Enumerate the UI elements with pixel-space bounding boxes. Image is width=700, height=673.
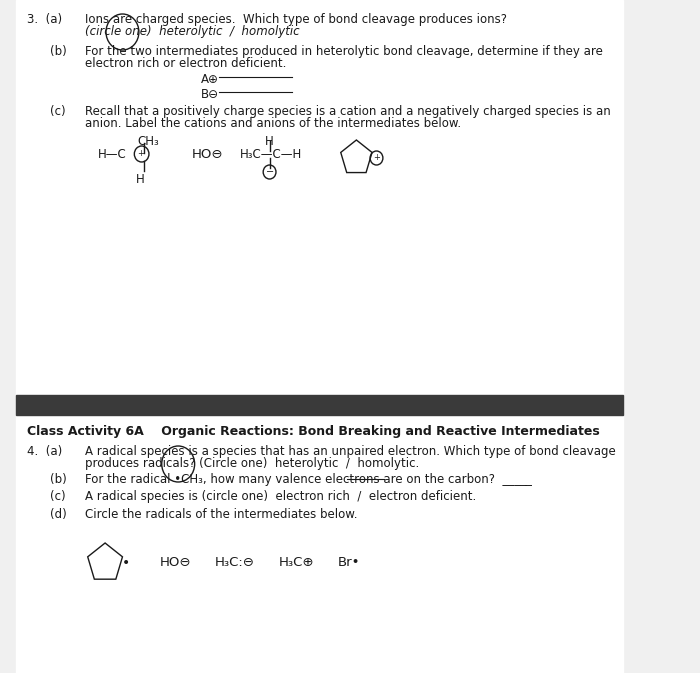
Text: (c): (c): [50, 105, 66, 118]
Text: H—C: H—C: [98, 147, 127, 160]
Text: H: H: [136, 173, 145, 186]
Text: A radical species is a species that has an unpaired electron. Which type of bond: A radical species is a species that has …: [85, 445, 616, 458]
Bar: [16, 0, 623, 395]
Text: B⊖: B⊖: [201, 88, 219, 101]
Text: For the two intermediates produced in heterolytic bond cleavage, determine if th: For the two intermediates produced in he…: [85, 45, 603, 58]
Text: HO⊖: HO⊖: [160, 557, 191, 569]
Text: produces radicals? (Circle one)  heterolytic  /  homolytic.: produces radicals? (Circle one) heteroly…: [85, 457, 419, 470]
Text: A radical species is (circle one)  electron rich  /  electron deficient.: A radical species is (circle one) electr…: [85, 490, 476, 503]
Text: HO⊖: HO⊖: [192, 147, 223, 160]
Text: H₃C⊕: H₃C⊕: [279, 557, 314, 569]
Text: Br•: Br•: [338, 557, 360, 569]
Text: anion. Label the cations and anions of the intermediates below.: anion. Label the cations and anions of t…: [85, 117, 461, 130]
Text: (circle one)  heterolytic  /  homolytic: (circle one) heterolytic / homolytic: [85, 25, 300, 38]
Bar: [16, 415, 623, 673]
Text: 4.  (a): 4. (a): [27, 445, 63, 458]
Text: A⊕: A⊕: [201, 73, 219, 86]
Text: Circle the radicals of the intermediates below.: Circle the radicals of the intermediates…: [85, 508, 358, 521]
Text: −: −: [265, 167, 274, 177]
Text: H₃C—C—H: H₃C—C—H: [239, 147, 302, 160]
Text: (d): (d): [50, 508, 67, 521]
Text: H₃C:⊖: H₃C:⊖: [215, 557, 255, 569]
Text: •: •: [122, 556, 130, 570]
Text: (c): (c): [50, 490, 66, 503]
Text: For the radical •CH₃, how many valence electrons are on the carbon?  _____: For the radical •CH₃, how many valence e…: [85, 473, 532, 486]
Text: (b): (b): [50, 45, 67, 58]
Text: Recall that a positively charge species is a cation and a negatively charged spe: Recall that a positively charge species …: [85, 105, 610, 118]
Bar: [16, 395, 623, 415]
Text: (b): (b): [50, 473, 67, 486]
Text: 3.  (a): 3. (a): [27, 13, 62, 26]
Text: CH₃: CH₃: [137, 135, 159, 148]
Text: +: +: [373, 153, 380, 162]
Text: Ions are charged species.  Which type of bond cleavage produces ions?: Ions are charged species. Which type of …: [85, 13, 507, 26]
Text: H: H: [265, 135, 274, 148]
Text: +: +: [137, 149, 144, 159]
Text: electron rich or electron deficient.: electron rich or electron deficient.: [85, 57, 286, 70]
Text: Class Activity 6A    Organic Reactions: Bond Breaking and Reactive Intermediates: Class Activity 6A Organic Reactions: Bon…: [27, 425, 600, 438]
